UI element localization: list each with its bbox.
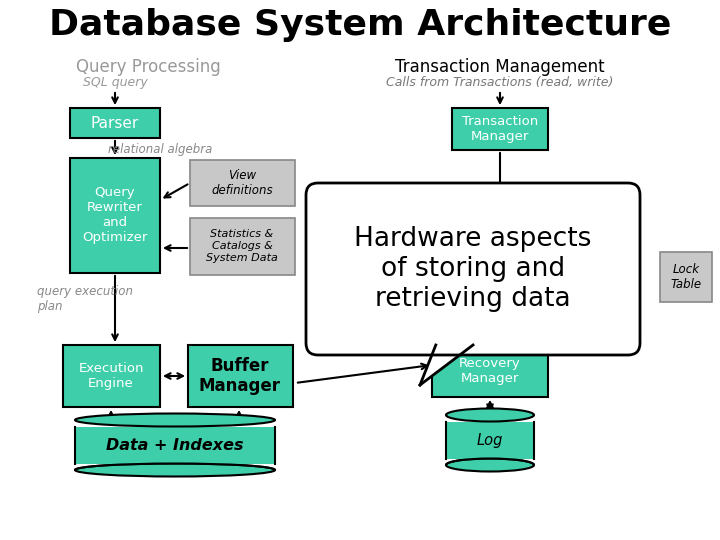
Bar [446, 422, 534, 458]
Polygon shape [420, 345, 473, 385]
Text: Parser: Parser [91, 116, 139, 131]
Ellipse shape [75, 463, 275, 476]
Text: Log: Log [477, 433, 503, 448]
Text: Statistics &
Catalogs &
System Data: Statistics & Catalogs & System Data [206, 230, 278, 262]
Bar [432, 345, 548, 397]
Text: Query Processing: Query Processing [76, 58, 220, 76]
Text: query execution
plan: query execution plan [37, 285, 133, 313]
Text: relational algebra: relational algebra [108, 143, 212, 156]
Ellipse shape [75, 414, 275, 427]
Text: View
definitions: View definitions [211, 169, 273, 197]
Bar [190, 218, 295, 275]
Text: Data + Indexes: Data + Indexes [107, 437, 244, 453]
Text: Transaction
Manager: Transaction Manager [462, 115, 538, 143]
Bar [70, 108, 160, 138]
Text: Calls from Transactions (read, write): Calls from Transactions (read, write) [387, 76, 613, 89]
Ellipse shape [446, 458, 534, 471]
Bar [63, 345, 160, 407]
Bar [452, 108, 548, 150]
Text: Query
Rewriter
and
Optimizer: Query Rewriter and Optimizer [82, 186, 148, 244]
Text: Buffer
Manager: Buffer Manager [199, 356, 281, 395]
Bar [190, 160, 295, 206]
Text: Recovery
Manager: Recovery Manager [459, 357, 521, 385]
Text: SQL query: SQL query [83, 76, 148, 89]
Ellipse shape [446, 408, 534, 422]
FancyBboxPatch shape [306, 183, 640, 355]
Text: Lock
Table: Lock Table [670, 263, 701, 291]
Text: Hardware aspects
of storing and
retrieving data: Hardware aspects of storing and retrievi… [354, 226, 592, 312]
Text: Execution
Engine: Execution Engine [78, 362, 144, 390]
Text: Transaction Management: Transaction Management [395, 58, 605, 76]
Bar [660, 252, 712, 302]
Bar [188, 345, 293, 407]
Text: Database System Architecture: Database System Architecture [49, 8, 671, 42]
Bar [70, 158, 160, 273]
Bar [75, 427, 275, 463]
